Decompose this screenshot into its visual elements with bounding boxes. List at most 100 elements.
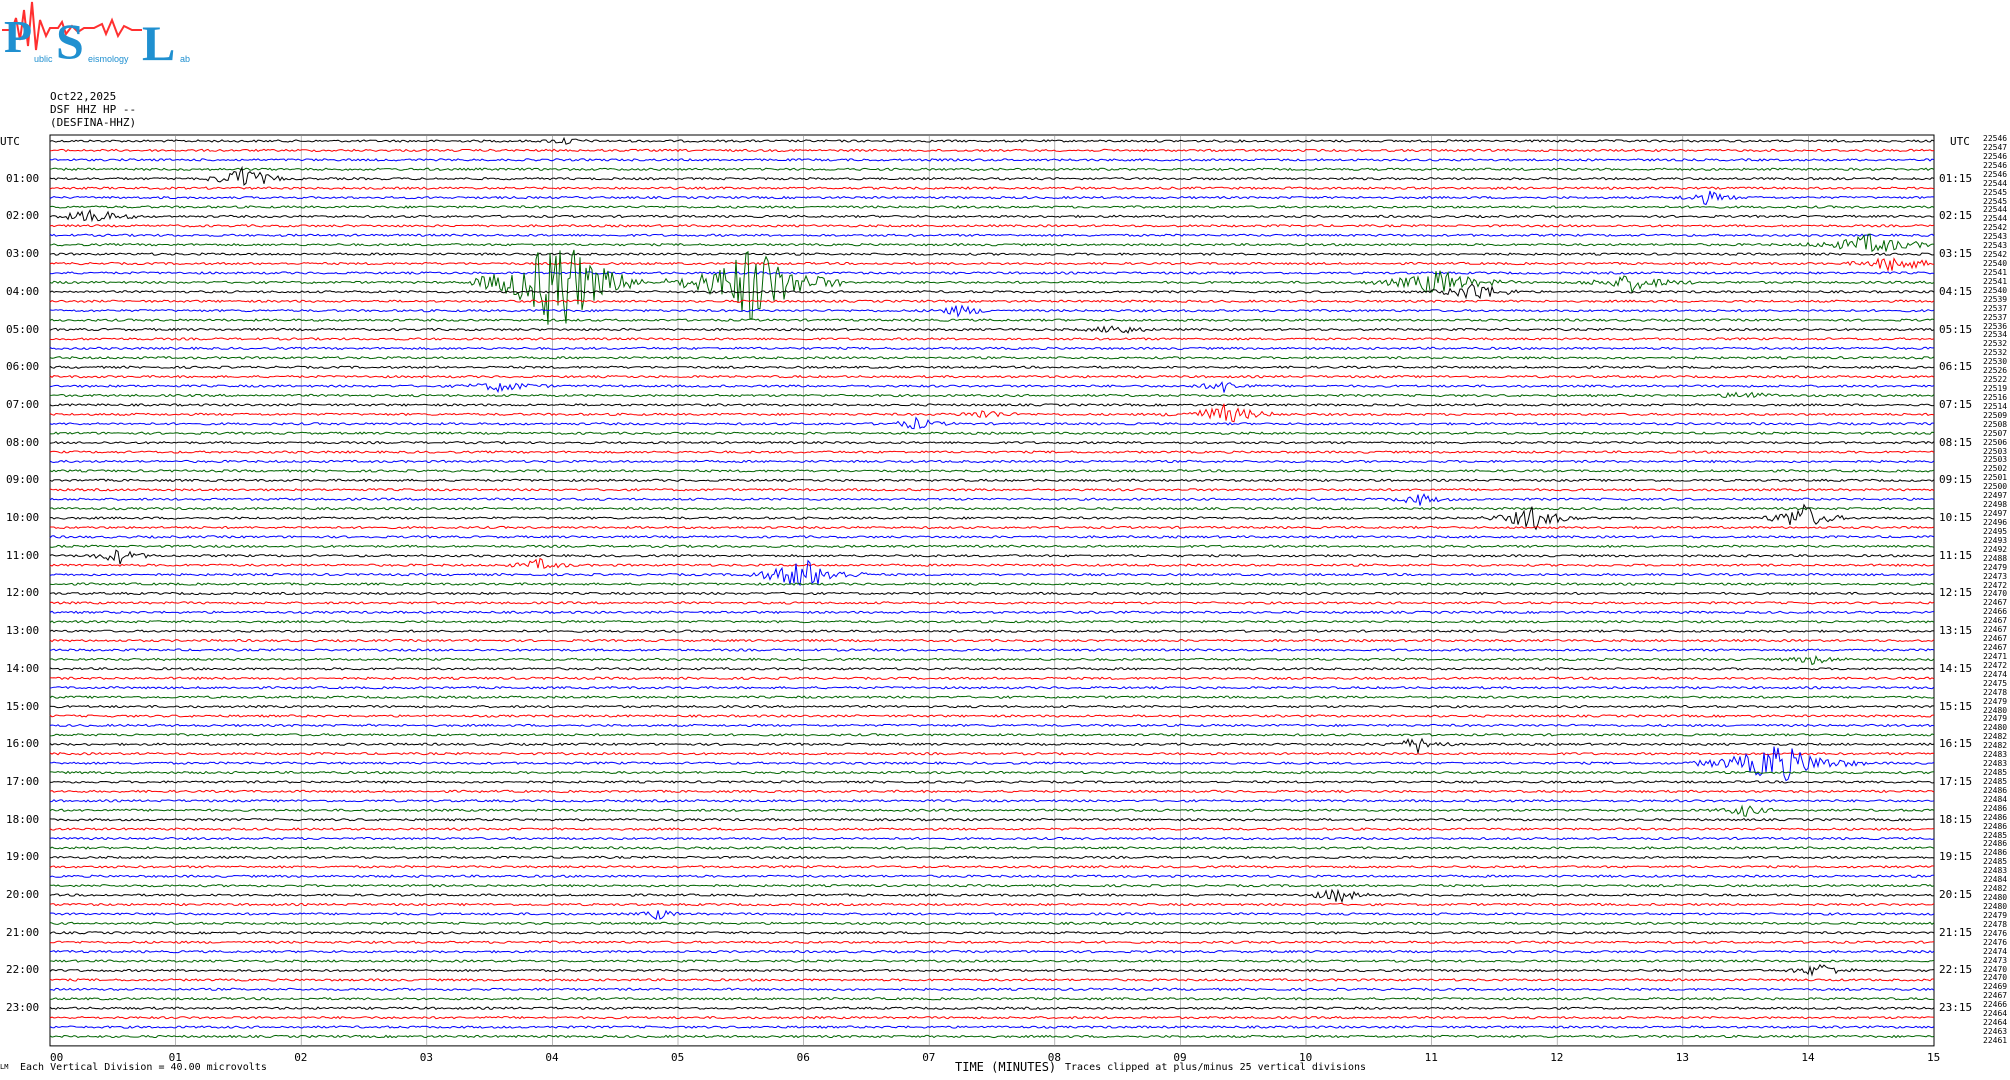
station-code: DSF HHZ HP -- bbox=[50, 103, 137, 116]
seismic-trace bbox=[49, 732, 1935, 737]
plot-frame bbox=[49, 134, 1935, 1047]
trace-count: 22516 bbox=[1983, 392, 2008, 402]
right-hour-label: 10:15 bbox=[1939, 511, 1973, 525]
seismic-trace bbox=[49, 535, 1935, 539]
trace-count: 22486 bbox=[1983, 839, 2008, 849]
seismic-trace bbox=[49, 827, 1935, 831]
right-hour-label: 15:15 bbox=[1939, 699, 1973, 713]
trace-count: 22482 bbox=[1983, 741, 2008, 751]
seismic-trace bbox=[49, 704, 1935, 709]
left-hour-label: 14:00 bbox=[6, 661, 40, 675]
trace-count: 22485 bbox=[1983, 857, 2008, 867]
trace-count: 22485 bbox=[1983, 768, 2008, 778]
seismic-trace bbox=[49, 582, 1935, 586]
logo-letter-p: P bbox=[4, 11, 32, 62]
seismic-trace bbox=[49, 365, 1935, 369]
trace-count: 22467 bbox=[1983, 991, 2008, 1001]
left-hour-label: 16:00 bbox=[6, 737, 40, 751]
trace-count: 22541 bbox=[1983, 276, 2008, 286]
right-hour-label: 02:15 bbox=[1939, 209, 1973, 223]
trace-count: 22522 bbox=[1983, 375, 2008, 385]
seismic-trace bbox=[49, 506, 1935, 511]
trace-count: 22476 bbox=[1983, 928, 2008, 938]
x-axis-title: TIME (MINUTES) bbox=[955, 1060, 1057, 1074]
seismic-trace bbox=[50, 959, 1935, 963]
seismic-trace bbox=[49, 655, 1935, 666]
trace-count: 22498 bbox=[1983, 500, 2008, 510]
x-tick-label: 07 bbox=[922, 1050, 936, 1064]
left-hour-label: 19:00 bbox=[6, 850, 40, 864]
right-hour-label: 09:15 bbox=[1939, 473, 1973, 487]
trace-count: 22479 bbox=[1983, 714, 2008, 724]
right-hour-label: 14:15 bbox=[1939, 661, 1973, 675]
trace-count: 22507 bbox=[1983, 428, 2008, 438]
logo-word-2: eismology bbox=[88, 54, 129, 64]
trace-count: 22497 bbox=[1983, 509, 2008, 519]
trace-count: 22503 bbox=[1983, 446, 2008, 456]
trace-count: 22478 bbox=[1983, 919, 2008, 929]
trace-count: 22546 bbox=[1983, 151, 2008, 161]
seismic-trace bbox=[49, 391, 1935, 399]
trace-count: 22467 bbox=[1983, 643, 2008, 653]
x-tick-label: 01 bbox=[168, 1050, 182, 1064]
seismic-trace bbox=[50, 770, 1935, 775]
seismic-trace bbox=[49, 601, 1935, 605]
x-tick-label: 04 bbox=[545, 1050, 559, 1064]
station-name: (DESFINA-HHZ) bbox=[50, 116, 137, 129]
seismic-trace bbox=[49, 165, 1935, 186]
x-tick-label: 10 bbox=[1299, 1050, 1313, 1064]
trace-count: 22479 bbox=[1983, 562, 2008, 572]
right-hour-label: 22:15 bbox=[1939, 963, 1973, 977]
right-hour-label: 08:15 bbox=[1939, 435, 1973, 449]
seismic-trace bbox=[49, 233, 1935, 238]
trace-count: 22543 bbox=[1983, 241, 2008, 251]
seismic-trace bbox=[49, 909, 1935, 921]
logo-waveform bbox=[2, 1, 142, 51]
trace-count: 22541 bbox=[1983, 267, 2008, 277]
right-hour-label: 12:15 bbox=[1939, 586, 1973, 600]
left-hour-label: 18:00 bbox=[6, 812, 40, 826]
left-hour-label: 04:00 bbox=[6, 284, 40, 298]
seismic-trace bbox=[49, 940, 1935, 944]
seismic-trace bbox=[49, 888, 1935, 904]
seismic-trace bbox=[49, 864, 1935, 869]
seismic-trace bbox=[49, 1015, 1935, 1020]
trace-count: 22502 bbox=[1983, 464, 2008, 474]
trace-count: 22540 bbox=[1983, 285, 2008, 295]
right-utc-label: UTC bbox=[1950, 135, 1970, 148]
right-hour-label: 03:15 bbox=[1939, 247, 1973, 261]
trace-count: 22467 bbox=[1983, 598, 2008, 608]
trace-count: 22471 bbox=[1983, 651, 2008, 661]
seismic-trace bbox=[49, 836, 1935, 841]
seismic-trace bbox=[49, 299, 1935, 303]
seismic-trace bbox=[49, 557, 1935, 569]
trace-count: 22484 bbox=[1983, 875, 2008, 885]
seismic-trace bbox=[49, 737, 1935, 754]
right-hour-label: 23:15 bbox=[1939, 1001, 1973, 1015]
left-hour-label: 07:00 bbox=[6, 397, 40, 411]
seismic-trace bbox=[49, 208, 1935, 223]
seismic-trace bbox=[49, 450, 1935, 454]
seismic-trace bbox=[49, 271, 1935, 275]
trace-count: 22484 bbox=[1983, 794, 2008, 804]
seismic-trace bbox=[49, 685, 1935, 690]
trace-count: 22470 bbox=[1983, 964, 2008, 974]
left-hour-label: 11:00 bbox=[6, 548, 40, 562]
seismic-trace bbox=[49, 746, 1935, 782]
seismic-trace bbox=[49, 233, 1935, 253]
trace-count: 22544 bbox=[1983, 178, 2008, 188]
trace-count: 22466 bbox=[1983, 1000, 2008, 1010]
trace-count: 22480 bbox=[1983, 705, 2008, 715]
left-hour-label: 06:00 bbox=[6, 360, 40, 374]
left-hour-label: 10:00 bbox=[6, 511, 40, 525]
trace-count: 22473 bbox=[1983, 955, 2008, 965]
seismic-trace bbox=[49, 714, 1935, 718]
right-hour-label: 21:15 bbox=[1939, 925, 1973, 939]
seismic-trace bbox=[49, 148, 1935, 153]
logo-letter-l: L bbox=[142, 15, 175, 71]
trace-count: 22544 bbox=[1983, 214, 2008, 224]
trace-count: 22503 bbox=[1983, 455, 2008, 465]
seismic-trace bbox=[49, 1006, 1935, 1011]
trace-count: 22476 bbox=[1983, 937, 2008, 947]
left-hour-label: 08:00 bbox=[6, 435, 40, 449]
